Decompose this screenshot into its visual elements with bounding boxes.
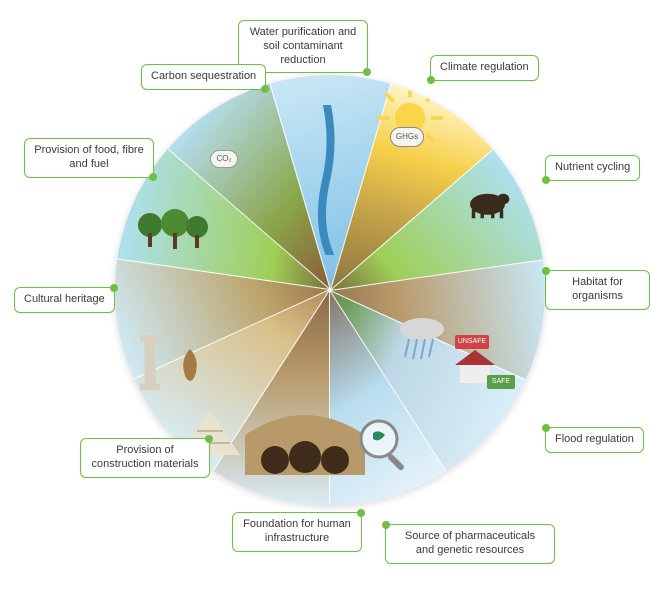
label-text: Foundation for human infrastructure — [243, 518, 351, 544]
label-dot-icon — [427, 76, 435, 84]
label-dot-icon — [110, 284, 118, 292]
label-carbon-seq: Carbon sequestration — [141, 64, 266, 90]
label-text: Source of pharmaceuticals and genetic re… — [405, 530, 535, 556]
label-text: Habitat for organisms — [572, 276, 623, 302]
label-text: Cultural heritage — [24, 293, 105, 305]
label-text: Provision of construction materials — [92, 444, 199, 470]
label-dot-icon — [542, 267, 550, 275]
wheel-divider — [329, 290, 330, 505]
label-dot-icon — [205, 435, 213, 443]
label-construction: Provision of construction materials — [80, 438, 210, 478]
label-cultural-heritage: Cultural heritage — [14, 287, 115, 313]
label-text: Water purification and soil contaminant … — [250, 26, 357, 66]
label-dot-icon — [382, 521, 390, 529]
label-infrastructure: Foundation for human infrastructure — [232, 512, 362, 552]
label-habitat: Habitat for organisms — [545, 270, 650, 310]
label-pharma-genetic: Source of pharmaceuticals and genetic re… — [385, 524, 555, 564]
label-text: Flood regulation — [555, 433, 634, 445]
label-text: Provision of food, fibre and fuel — [34, 144, 143, 170]
label-text: Nutrient cycling — [555, 161, 630, 173]
label-dot-icon — [261, 85, 269, 93]
label-dot-icon — [542, 176, 550, 184]
label-dot-icon — [542, 424, 550, 432]
label-nutrient-cycling: Nutrient cycling — [545, 155, 640, 181]
label-flood-regulation: Flood regulation — [545, 427, 644, 453]
label-text: Carbon sequestration — [151, 70, 256, 82]
label-dot-icon — [149, 173, 157, 181]
label-dot-icon — [357, 509, 365, 517]
label-food-fibre-fuel: Provision of food, fibre and fuel — [24, 138, 154, 178]
label-climate-regulation: Climate regulation — [430, 55, 539, 81]
label-text: Climate regulation — [440, 61, 529, 73]
